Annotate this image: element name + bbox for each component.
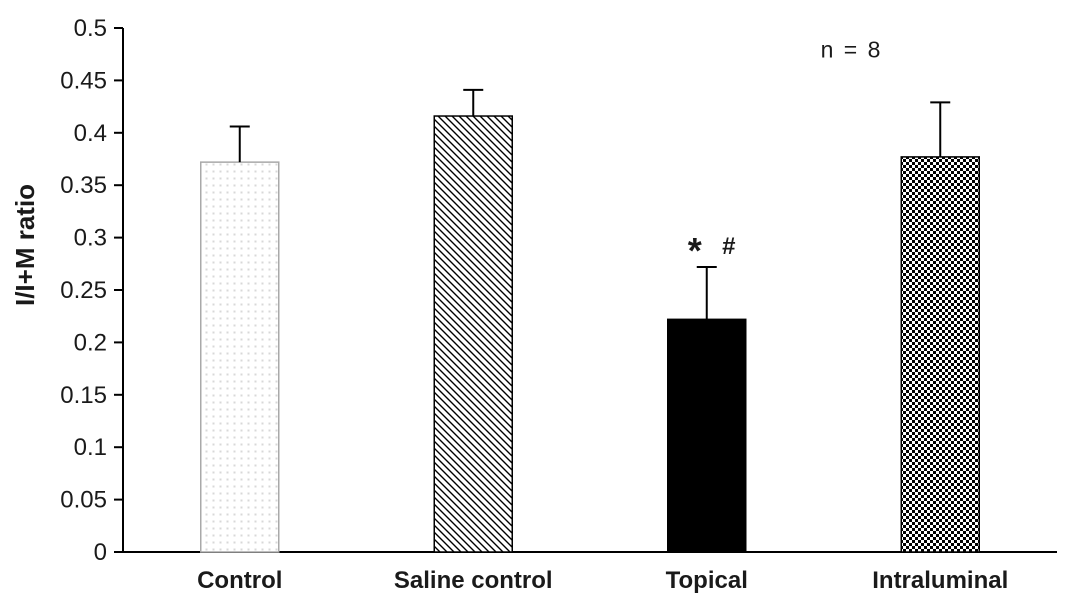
x-category-label-saline-control: Saline control [394,567,553,594]
y-tick-label: 0.35 [60,172,107,199]
sample-size-note: n = 8 [821,36,883,62]
significance-asterisk: * [688,230,702,271]
y-tick-label: 0.4 [74,120,107,147]
bar-topical [667,318,747,553]
y-tick-label: 0.2 [74,329,107,356]
x-category-label-control: Control [197,567,282,594]
y-tick-label: 0.15 [60,382,107,409]
y-tick-label: 0.3 [74,225,107,252]
bars [200,88,980,553]
x-category-label-intraluminal: Intraluminal [872,567,1008,594]
bar-intraluminal [900,156,980,553]
significance-hash: # [722,233,735,260]
x-category-label-topical: Topical [666,567,748,594]
y-tick-label: 0.25 [60,277,107,304]
bar-control [200,161,280,553]
y-axis-title: I/I+M ratio [10,184,40,306]
bar-saline-control [433,115,513,553]
y-tick-label: 0.45 [60,67,107,94]
y-tick-label: 0.1 [74,434,107,461]
y-axis-ticks: 0 0.05 0.1 0.15 0.2 0.25 0.3 0.35 0.4 0.45 0.5 [60,15,123,566]
y-tick-label: 0.05 [60,487,107,514]
y-tick-label: 0 [94,539,107,566]
y-tick-label: 0.5 [74,15,107,42]
